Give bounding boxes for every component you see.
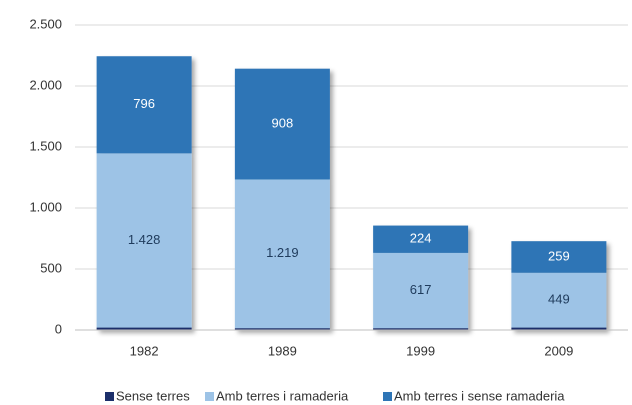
bar-segment [96,56,192,154]
data-label: 449 [548,292,570,307]
bar-segment [234,68,330,180]
legend-label: Sense terres [116,388,190,403]
x-tick-label: 2009 [544,343,573,358]
legend-swatch [383,392,392,401]
y-tick-label: 500 [40,260,62,275]
y-tick-label: 2.500 [29,16,62,31]
y-tick-label: 2.000 [29,77,62,92]
bar-segment [96,153,192,328]
x-tick-label: 1989 [268,343,297,358]
bar-segment [511,327,607,330]
legend-swatch [105,392,114,401]
bar-stack [96,56,192,330]
bar-stack [234,68,330,330]
x-tick-label: 1999 [406,343,435,358]
data-label: 908 [272,116,294,131]
y-tick-label: 1.500 [29,138,62,153]
bar-segment [511,272,607,328]
bar-stack [373,225,469,330]
bar-stack [511,241,607,330]
bar-segment [234,179,330,329]
bar-segment [373,225,469,253]
y-tick-label: 1.000 [29,199,62,214]
y-tick-label: 0 [55,321,62,336]
legend-label: Amb terres i ramaderia [216,388,349,403]
bar-segment [511,241,607,273]
bar-segment [96,327,192,330]
legend-swatch [205,392,214,401]
data-label: 617 [410,282,432,297]
data-label: 1.219 [266,245,299,260]
data-label: 1.428 [128,232,161,247]
data-label: 796 [133,96,155,111]
x-tick-label: 1982 [130,343,159,358]
bar-segment [373,252,469,329]
data-label: 224 [410,231,432,246]
legend-label: Amb terres i sense ramaderia [394,388,565,403]
bar-segment [373,328,469,330]
bar-segment [234,328,330,330]
data-label: 259 [548,248,570,263]
